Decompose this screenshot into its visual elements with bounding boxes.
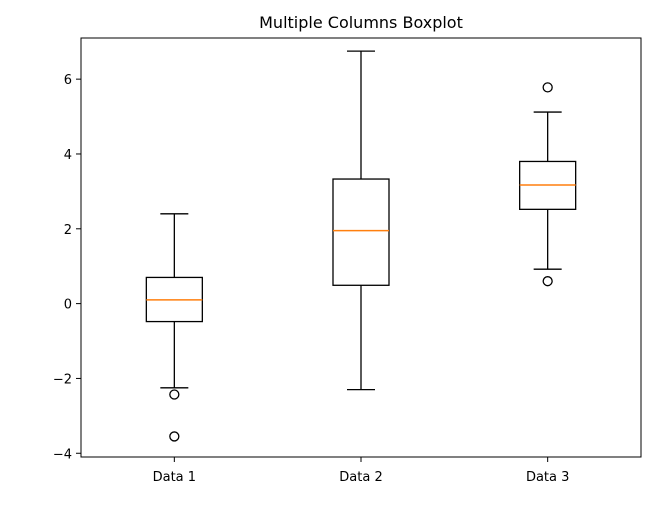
box-group	[519, 82, 577, 287]
y-tick-label: 6	[64, 73, 72, 88]
box-iqr	[332, 178, 390, 286]
x-axis: Data 1 Data 2 Data 3	[153, 457, 569, 485]
y-tick-label: 2	[64, 223, 72, 238]
outlier-point	[169, 389, 180, 400]
chart-title: Multiple Columns Boxplot	[259, 13, 463, 32]
x-tick-label: Data 1	[153, 470, 196, 485]
x-tick-label: Data 2	[339, 470, 382, 485]
outlier-point	[542, 276, 553, 287]
box-series	[145, 50, 577, 442]
y-tick-label: −4	[53, 447, 72, 462]
y-tick-label: −2	[53, 372, 72, 387]
outlier-point	[542, 82, 553, 93]
box-group	[145, 213, 203, 442]
y-tick-label: 4	[64, 148, 72, 163]
outlier-point	[169, 431, 180, 442]
y-axis: −4 −2 0 2 4 6	[53, 73, 81, 462]
y-tick-label: 0	[64, 298, 72, 313]
box-group	[332, 50, 390, 391]
x-tick-label: Data 3	[526, 470, 569, 485]
